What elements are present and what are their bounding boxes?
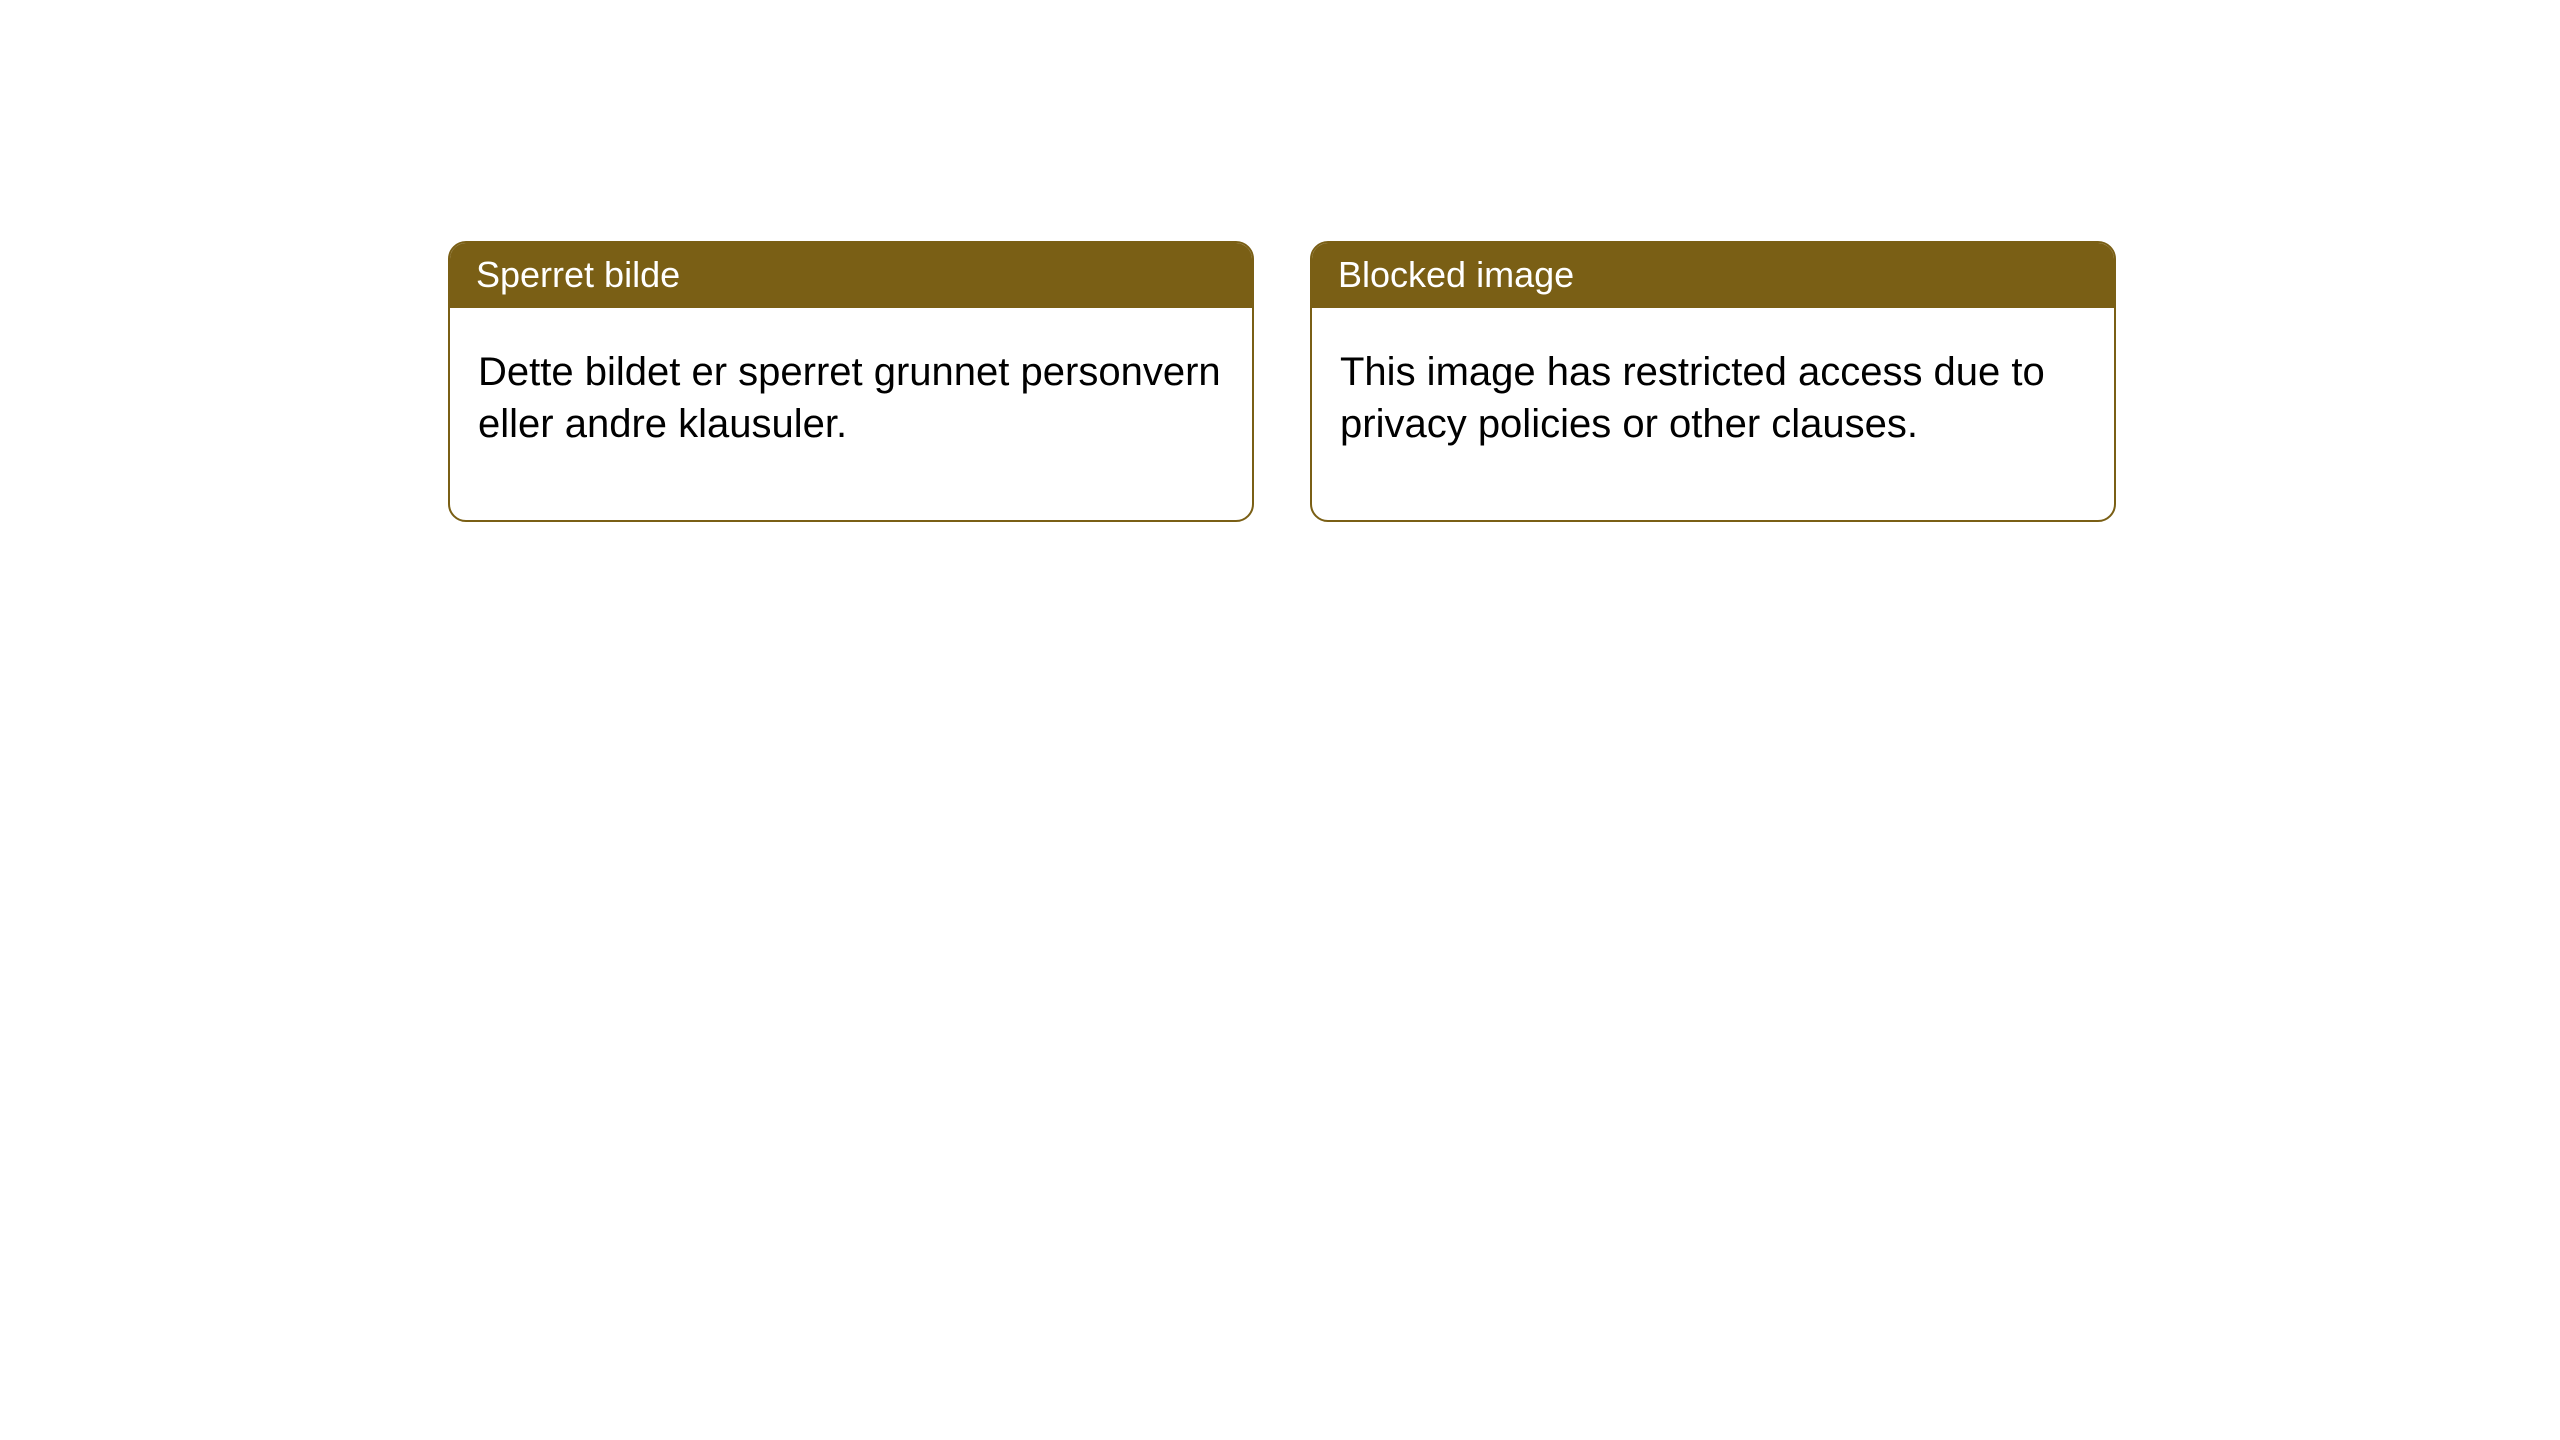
notice-header: Sperret bilde bbox=[450, 243, 1252, 308]
notice-body: This image has restricted access due to … bbox=[1312, 308, 2114, 520]
notice-body: Dette bildet er sperret grunnet personve… bbox=[450, 308, 1252, 520]
notice-card-norwegian: Sperret bilde Dette bildet er sperret gr… bbox=[448, 241, 1254, 522]
notice-header: Blocked image bbox=[1312, 243, 2114, 308]
notice-container: Sperret bilde Dette bildet er sperret gr… bbox=[0, 0, 2560, 522]
notice-card-english: Blocked image This image has restricted … bbox=[1310, 241, 2116, 522]
